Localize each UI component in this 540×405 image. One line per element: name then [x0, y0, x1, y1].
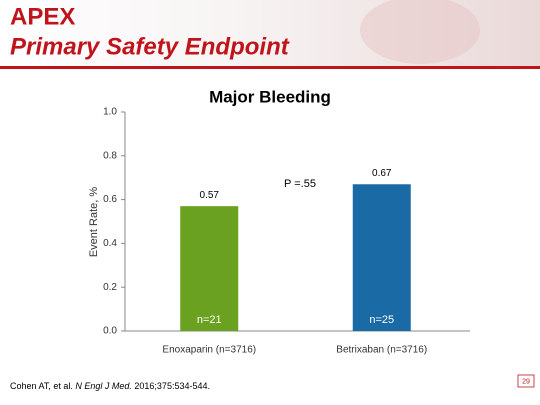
- annotation: P =.55: [284, 178, 316, 190]
- y-tick-label: 0.6: [103, 194, 117, 205]
- value-label: 0.67: [372, 168, 392, 179]
- page-number: 29: [522, 378, 530, 385]
- citation-end: 2016;375:534-544.: [132, 381, 210, 391]
- bar-annotation: n=21: [197, 314, 222, 326]
- citation-journal: N Engl J Med.: [75, 381, 132, 391]
- y-tick-label: 0.2: [103, 282, 117, 293]
- x-tick-label: Betrixaban (n=3716): [336, 345, 427, 356]
- header-subtitle: Primary Safety Endpoint: [10, 33, 290, 60]
- bar-annotation: n=25: [369, 314, 394, 326]
- y-axis-label: Event Rate, %: [88, 187, 100, 258]
- y-tick-label: 0.0: [103, 326, 117, 337]
- page-number-box: [517, 374, 535, 388]
- header-title: APEX: [10, 3, 75, 30]
- y-tick-label: 1.0: [103, 107, 117, 118]
- value-label: 0.57: [200, 190, 220, 201]
- y-tick-label: 0.8: [103, 150, 117, 161]
- bar: [180, 206, 239, 331]
- bar: [352, 184, 411, 331]
- citation-start: Cohen AT, et al.: [10, 381, 75, 391]
- header-decoration: [360, 0, 480, 64]
- citation: Cohen AT, et al. N Engl J Med. 2016;375:…: [10, 381, 210, 391]
- chart-title: Major Bleeding: [209, 87, 331, 106]
- y-tick-label: 0.4: [103, 238, 117, 249]
- header-rule: [0, 66, 540, 69]
- x-tick-label: Enoxaparin (n=3716): [162, 345, 256, 356]
